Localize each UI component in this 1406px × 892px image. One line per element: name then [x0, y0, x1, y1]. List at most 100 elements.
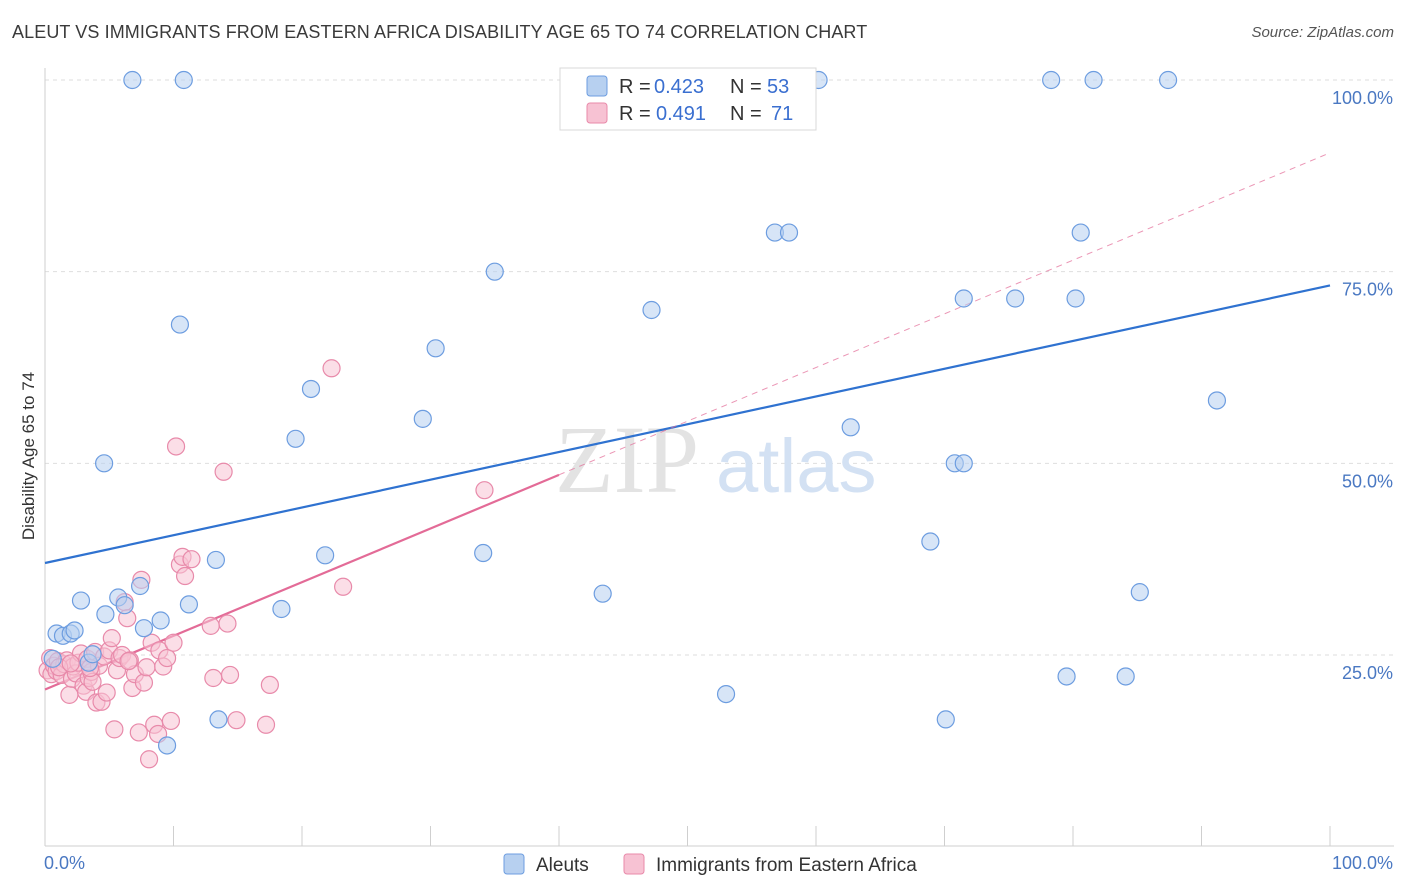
y-tick-label-0: 25.0% — [1342, 663, 1393, 683]
point-immigrants-64 — [322, 359, 341, 378]
watermark-atlas: atlas — [716, 424, 877, 509]
y-tick-labels: 25.0% 50.0% 75.0% 100.0% — [1332, 88, 1393, 683]
x-tick-labels: 0.0% 100.0% — [44, 853, 1393, 873]
point-immigrants-49 — [161, 711, 181, 731]
point-aleuts-52 — [1207, 391, 1227, 410]
point-immigrants-56 — [201, 616, 220, 635]
point-immigrants-55 — [182, 550, 201, 569]
trend-line-immigrants-extension — [558, 152, 1331, 476]
point-aleuts-0 — [43, 649, 62, 668]
point-immigrants-26 — [97, 683, 116, 702]
point-immigrants-38 — [129, 723, 148, 742]
point-aleuts-20 — [206, 550, 226, 570]
point-immigrants-68 — [61, 654, 80, 673]
y-tick-label-1: 50.0% — [1342, 471, 1393, 491]
axes — [44, 68, 1394, 847]
point-aleuts-32 — [716, 684, 736, 704]
legend-top: R = 0.423 N = 53 R = 0.491 N = 71 — [559, 67, 817, 131]
legend-r-value-2: 0.491 — [656, 103, 706, 125]
point-aleuts-17 — [170, 315, 190, 334]
chart-title: ALEUT VS IMMIGRANTS FROM EASTERN AFRICA … — [12, 22, 868, 42]
grid-lines — [45, 79, 1394, 656]
bottom-legend-label-aleuts: Aleuts — [536, 855, 589, 876]
point-aleuts-23 — [286, 429, 305, 448]
point-aleuts-47 — [1071, 223, 1090, 242]
point-aleuts-45 — [1057, 667, 1076, 686]
point-immigrants-51 — [166, 437, 186, 456]
point-aleuts-46 — [1066, 289, 1085, 308]
point-aleuts-49 — [1116, 667, 1135, 686]
point-aleuts-16 — [157, 736, 177, 755]
legend-swatch-aleuts — [586, 75, 608, 97]
point-immigrants-41 — [137, 658, 156, 677]
x-tick-label-min: 0.0% — [44, 853, 85, 873]
point-immigrants-60 — [220, 665, 240, 685]
point-aleuts-29 — [485, 262, 504, 281]
point-immigrants-28 — [102, 629, 121, 648]
source-credit: Source: ZipAtlas.com — [1251, 24, 1394, 41]
point-aleuts-9 — [96, 605, 115, 624]
watermark: ZIP atlas — [555, 406, 877, 513]
y-axis-label: Disability Age 65 to 74 — [19, 372, 38, 540]
point-aleuts-4 — [65, 621, 84, 640]
point-aleuts-18 — [174, 70, 193, 90]
point-immigrants-62 — [256, 715, 276, 734]
point-aleuts-21 — [209, 710, 228, 729]
point-aleuts-31 — [642, 300, 661, 320]
point-immigrants-59 — [218, 614, 237, 633]
point-immigrants-57 — [204, 668, 223, 688]
point-immigrants-29 — [105, 720, 124, 739]
point-immigrants-58 — [214, 462, 233, 481]
point-aleuts-35 — [779, 223, 799, 242]
legend-r-label-1: R = — [619, 76, 651, 98]
point-aleuts-30 — [593, 584, 612, 603]
point-aleuts-11 — [115, 596, 134, 615]
bottom-legend-swatch-immigrants — [623, 853, 645, 875]
legend-n-label-1: N = — [730, 76, 762, 98]
point-aleuts-14 — [134, 619, 154, 638]
point-aleuts-7 — [83, 645, 102, 664]
series-immigrants-eastern-africa — [38, 359, 494, 769]
point-aleuts-8 — [95, 454, 114, 473]
point-aleuts-26 — [413, 409, 432, 428]
point-aleuts-44 — [1042, 70, 1061, 90]
point-aleuts-24 — [301, 379, 321, 399]
point-immigrants-65 — [334, 577, 353, 596]
point-immigrants-50 — [164, 633, 183, 652]
legend-n-value-1: 53 — [767, 76, 789, 98]
y-tick-label-3: 100.0% — [1332, 88, 1393, 108]
point-aleuts-42 — [954, 289, 973, 308]
point-immigrants-40 — [134, 673, 154, 692]
legend-n-value-2: 71 — [771, 103, 793, 125]
point-aleuts-5 — [71, 591, 91, 610]
point-aleuts-28 — [474, 543, 493, 563]
point-aleuts-51 — [1158, 70, 1178, 90]
legend-r-value-1: 0.423 — [654, 76, 704, 98]
point-aleuts-15 — [151, 611, 170, 630]
legend-swatch-immigrants — [586, 102, 608, 124]
point-aleuts-19 — [179, 595, 199, 614]
point-immigrants-63 — [260, 675, 279, 695]
point-immigrants-42 — [139, 750, 159, 769]
point-immigrants-66 — [475, 481, 494, 500]
x-tick-label-max: 100.0% — [1332, 853, 1393, 873]
point-aleuts-48 — [1084, 70, 1103, 90]
point-immigrants-70 — [119, 652, 138, 671]
point-aleuts-13 — [130, 576, 150, 596]
bottom-legend-swatch-aleuts — [503, 853, 525, 875]
point-aleuts-22 — [272, 599, 291, 619]
legend-r-label-2: R = — [619, 103, 651, 125]
series-aleuts — [43, 70, 1227, 755]
point-aleuts-27 — [426, 339, 445, 358]
point-aleuts-39 — [936, 710, 955, 729]
bottom-legend-label-immigrants: Immigrants from Eastern Africa — [656, 855, 917, 876]
point-aleuts-41 — [954, 454, 973, 473]
point-aleuts-25 — [316, 546, 335, 565]
point-immigrants-61 — [227, 711, 246, 730]
point-aleuts-50 — [1130, 583, 1149, 602]
point-immigrants-54 — [175, 566, 195, 586]
point-aleuts-37 — [841, 418, 860, 437]
watermark-zip: ZIP — [555, 406, 699, 513]
point-aleuts-38 — [921, 532, 940, 551]
